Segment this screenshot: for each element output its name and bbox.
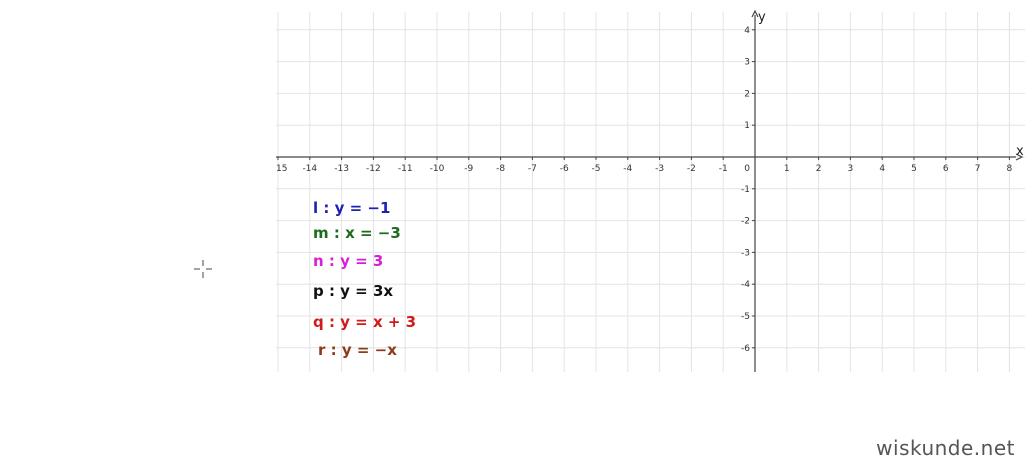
x-tick-labels: 15 -14 -13 -12 -11 -10 -9 -8 -7 -6 -5 -4 -3 -2 -1 0 1 2 3 4…	[276, 164, 1013, 174]
x-tick-label: 5	[911, 164, 917, 174]
y-tick-label: 1	[744, 121, 750, 131]
x-tick-label: -13	[334, 164, 349, 174]
y-tick-label: 3	[744, 58, 750, 68]
x-tick-label: 3	[848, 164, 854, 174]
equation-q: q : y = x + 3	[313, 313, 417, 331]
equation-p: p : y = 3x	[313, 282, 394, 300]
x-tick-label: -7	[528, 164, 537, 174]
x-tick-label: -14	[302, 164, 317, 174]
y-tick-label: -4	[741, 280, 750, 290]
x-tick-label: 6	[943, 164, 949, 174]
y-tick-label: -2	[741, 217, 750, 227]
x-tick-label: -6	[560, 164, 569, 174]
x-tick-label: -9	[464, 164, 473, 174]
crosshair-cursor-icon	[194, 260, 212, 278]
x-tick-label: -11	[398, 164, 413, 174]
x-tick-label: -12	[366, 164, 381, 174]
y-tick-label: -5	[741, 312, 750, 322]
axes	[276, 9, 1024, 372]
x-tick-label: 2	[816, 164, 822, 174]
y-tick-labels: 4 3 2 1 -1 -2 -3 -4 -5 -6	[741, 26, 750, 354]
x-tick-label: -1	[719, 164, 728, 174]
y-tick-label: -6	[741, 344, 750, 354]
watermark: wiskunde.net	[876, 436, 1015, 460]
y-axis-label: y	[758, 10, 766, 25]
x-tick-label: -5	[592, 164, 601, 174]
x-tick-label: 1	[784, 164, 790, 174]
x-tick-label: 15	[276, 164, 287, 174]
x-tick-label: -3	[655, 164, 664, 174]
x-tick-label: 8	[1007, 164, 1013, 174]
x-axis-label: x	[1016, 144, 1024, 159]
equation-m: m : x = −3	[313, 224, 401, 242]
y-tick-label: -1	[741, 185, 750, 195]
x-tick-label: 7	[975, 164, 981, 174]
x-tick-label: 4	[879, 164, 885, 174]
y-tick-label: 4	[744, 26, 750, 36]
x-tick-label: -10	[430, 164, 445, 174]
x-tick-label: -4	[623, 164, 632, 174]
x-tick-label: -8	[496, 164, 505, 174]
y-tick-label: 2	[744, 89, 750, 99]
x-tick-label: 0	[744, 164, 750, 174]
x-tick-label: -2	[687, 164, 696, 174]
equation-n: n : y = 3	[313, 252, 384, 270]
equation-r: r : y = −x	[318, 341, 397, 359]
y-tick-label: -3	[741, 248, 750, 258]
equation-l: l : y = −1	[313, 199, 391, 217]
